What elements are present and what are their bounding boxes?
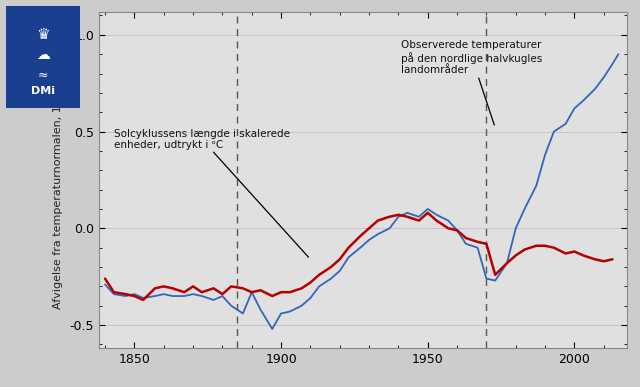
Text: DMi: DMi — [31, 86, 55, 96]
Text: ≈: ≈ — [38, 69, 49, 82]
Y-axis label: Afvigelse fra temperaturnormalen, 1961-1990: Afvigelse fra temperaturnormalen, 1961-1… — [53, 51, 63, 308]
Text: Solcyklussens længde i skalerede
enheder, udtrykt i ᵒC: Solcyklussens længde i skalerede enheder… — [114, 128, 308, 257]
Text: ☁: ☁ — [36, 48, 50, 62]
Text: ♛: ♛ — [36, 27, 50, 42]
Text: Observerede temperaturer
på den nordlige halvkugles
landområder: Observerede temperaturer på den nordlige… — [401, 40, 543, 125]
